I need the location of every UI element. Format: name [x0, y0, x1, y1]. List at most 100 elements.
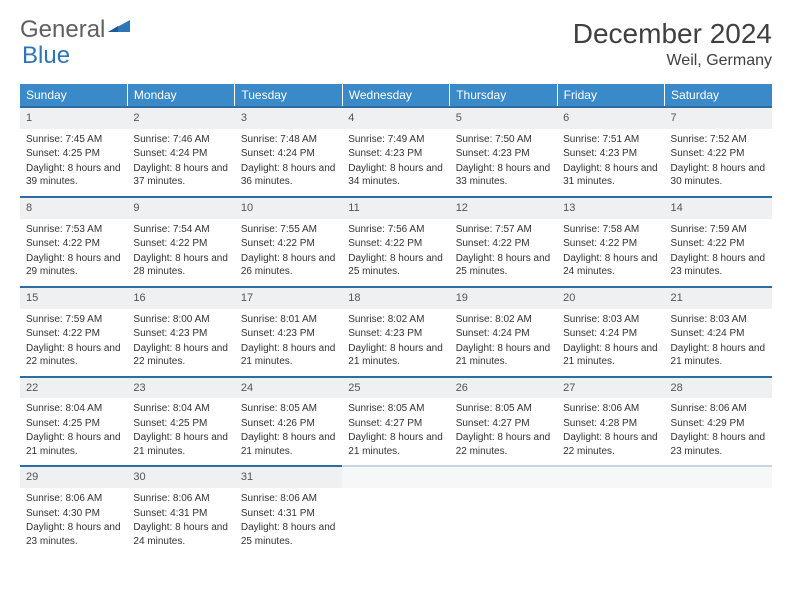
sunrise-line: Sunrise: 8:05 AM — [456, 402, 551, 416]
calendar-cell: 2Sunrise: 7:46 AMSunset: 4:24 PMDaylight… — [127, 106, 234, 196]
day-body: Sunrise: 7:53 AMSunset: 4:22 PMDaylight:… — [20, 219, 127, 286]
day-number: 20 — [557, 286, 664, 309]
day-body: Sunrise: 8:01 AMSunset: 4:23 PMDaylight:… — [235, 309, 342, 376]
sunset-line: Sunset: 4:22 PM — [671, 147, 766, 161]
calendar-cell: 16Sunrise: 8:00 AMSunset: 4:23 PMDayligh… — [127, 286, 234, 376]
day-body: Sunrise: 8:06 AMSunset: 4:30 PMDaylight:… — [20, 488, 127, 555]
calendar-cell: 6Sunrise: 7:51 AMSunset: 4:23 PMDaylight… — [557, 106, 664, 196]
calendar-cell: . — [342, 465, 449, 555]
day-body: Sunrise: 7:46 AMSunset: 4:24 PMDaylight:… — [127, 129, 234, 196]
day-number: 7 — [665, 106, 772, 129]
page-title: December 2024 — [573, 18, 772, 50]
sunset-line: Sunset: 4:22 PM — [563, 237, 658, 251]
calendar-cell: 1Sunrise: 7:45 AMSunset: 4:25 PMDaylight… — [20, 106, 127, 196]
daylight-line: Daylight: 8 hours and 25 minutes. — [456, 252, 551, 279]
day-number: 30 — [127, 465, 234, 488]
calendar-cell: 24Sunrise: 8:05 AMSunset: 4:26 PMDayligh… — [235, 376, 342, 466]
daylight-line: Daylight: 8 hours and 26 minutes. — [241, 252, 336, 279]
day-number: 9 — [127, 196, 234, 219]
sunset-line: Sunset: 4:23 PM — [241, 327, 336, 341]
calendar-cell: 21Sunrise: 8:03 AMSunset: 4:24 PMDayligh… — [665, 286, 772, 376]
sunset-line: Sunset: 4:23 PM — [348, 327, 443, 341]
sunset-line: Sunset: 4:31 PM — [133, 507, 228, 521]
day-body: Sunrise: 8:02 AMSunset: 4:23 PMDaylight:… — [342, 309, 449, 376]
logo-mark-icon — [108, 17, 130, 41]
sunset-line: Sunset: 4:31 PM — [241, 507, 336, 521]
sunset-line: Sunset: 4:22 PM — [671, 237, 766, 251]
sunset-line: Sunset: 4:25 PM — [26, 417, 121, 431]
daylight-line: Daylight: 8 hours and 21 minutes. — [133, 431, 228, 458]
day-body: Sunrise: 8:02 AMSunset: 4:24 PMDaylight:… — [450, 309, 557, 376]
day-body: Sunrise: 8:05 AMSunset: 4:27 PMDaylight:… — [342, 398, 449, 465]
sunrise-line: Sunrise: 7:48 AM — [241, 133, 336, 147]
daylight-line: Daylight: 8 hours and 30 minutes. — [671, 162, 766, 189]
calendar-cell: 15Sunrise: 7:59 AMSunset: 4:22 PMDayligh… — [20, 286, 127, 376]
day-body: Sunrise: 7:52 AMSunset: 4:22 PMDaylight:… — [665, 129, 772, 196]
weekday-header: Monday — [127, 84, 234, 106]
sunset-line: Sunset: 4:22 PM — [348, 237, 443, 251]
day-body: Sunrise: 7:56 AMSunset: 4:22 PMDaylight:… — [342, 219, 449, 286]
sunset-line: Sunset: 4:22 PM — [26, 237, 121, 251]
calendar-cell: . — [557, 465, 664, 555]
day-body: Sunrise: 7:55 AMSunset: 4:22 PMDaylight:… — [235, 219, 342, 286]
weekday-header: Saturday — [665, 84, 772, 106]
day-number: 12 — [450, 196, 557, 219]
day-number: 4 — [342, 106, 449, 129]
empty-day: . — [665, 465, 772, 488]
sunrise-line: Sunrise: 7:58 AM — [563, 223, 658, 237]
day-body: Sunrise: 8:06 AMSunset: 4:31 PMDaylight:… — [127, 488, 234, 555]
calendar-row: 22Sunrise: 8:04 AMSunset: 4:25 PMDayligh… — [20, 376, 772, 466]
daylight-line: Daylight: 8 hours and 21 minutes. — [241, 431, 336, 458]
day-body: Sunrise: 7:49 AMSunset: 4:23 PMDaylight:… — [342, 129, 449, 196]
calendar-cell: 20Sunrise: 8:03 AMSunset: 4:24 PMDayligh… — [557, 286, 664, 376]
sunrise-line: Sunrise: 7:46 AM — [133, 133, 228, 147]
calendar-body: 1Sunrise: 7:45 AMSunset: 4:25 PMDaylight… — [20, 106, 772, 555]
day-body: Sunrise: 8:06 AMSunset: 4:31 PMDaylight:… — [235, 488, 342, 555]
brand-logo: General — [20, 18, 130, 42]
sunset-line: Sunset: 4:24 PM — [671, 327, 766, 341]
day-number: 15 — [20, 286, 127, 309]
daylight-line: Daylight: 8 hours and 28 minutes. — [133, 252, 228, 279]
sunset-line: Sunset: 4:24 PM — [563, 327, 658, 341]
sunrise-line: Sunrise: 7:45 AM — [26, 133, 121, 147]
day-number: 6 — [557, 106, 664, 129]
title-block: December 2024 Weil, Germany — [573, 18, 772, 70]
daylight-line: Daylight: 8 hours and 24 minutes. — [133, 521, 228, 548]
day-number: 31 — [235, 465, 342, 488]
sunrise-line: Sunrise: 7:59 AM — [26, 313, 121, 327]
sunset-line: Sunset: 4:22 PM — [456, 237, 551, 251]
sunset-line: Sunset: 4:24 PM — [133, 147, 228, 161]
day-number: 27 — [557, 376, 664, 399]
day-number: 17 — [235, 286, 342, 309]
day-number: 23 — [127, 376, 234, 399]
weekday-header: Thursday — [450, 84, 557, 106]
sunrise-line: Sunrise: 8:00 AM — [133, 313, 228, 327]
sunrise-line: Sunrise: 8:06 AM — [241, 492, 336, 506]
day-number: 28 — [665, 376, 772, 399]
sunset-line: Sunset: 4:28 PM — [563, 417, 658, 431]
daylight-line: Daylight: 8 hours and 21 minutes. — [671, 342, 766, 369]
day-body: Sunrise: 8:03 AMSunset: 4:24 PMDaylight:… — [665, 309, 772, 376]
daylight-line: Daylight: 8 hours and 34 minutes. — [348, 162, 443, 189]
sunrise-line: Sunrise: 7:52 AM — [671, 133, 766, 147]
day-body: Sunrise: 7:59 AMSunset: 4:22 PMDaylight:… — [665, 219, 772, 286]
weekday-header: Wednesday — [342, 84, 449, 106]
daylight-line: Daylight: 8 hours and 23 minutes. — [671, 252, 766, 279]
day-body: Sunrise: 8:00 AMSunset: 4:23 PMDaylight:… — [127, 309, 234, 376]
day-number: 14 — [665, 196, 772, 219]
sunrise-line: Sunrise: 8:06 AM — [563, 402, 658, 416]
day-number: 21 — [665, 286, 772, 309]
calendar-cell: 10Sunrise: 7:55 AMSunset: 4:22 PMDayligh… — [235, 196, 342, 286]
sunset-line: Sunset: 4:22 PM — [241, 237, 336, 251]
day-number: 22 — [20, 376, 127, 399]
day-body: Sunrise: 8:03 AMSunset: 4:24 PMDaylight:… — [557, 309, 664, 376]
day-body: Sunrise: 8:05 AMSunset: 4:27 PMDaylight:… — [450, 398, 557, 465]
day-body: Sunrise: 7:57 AMSunset: 4:22 PMDaylight:… — [450, 219, 557, 286]
day-number: 10 — [235, 196, 342, 219]
weekday-header-row: SundayMondayTuesdayWednesdayThursdayFrid… — [20, 84, 772, 106]
sunset-line: Sunset: 4:29 PM — [671, 417, 766, 431]
brand-text-1: General — [20, 18, 105, 42]
sunrise-line: Sunrise: 7:55 AM — [241, 223, 336, 237]
empty-day: . — [342, 465, 449, 488]
sunset-line: Sunset: 4:25 PM — [26, 147, 121, 161]
